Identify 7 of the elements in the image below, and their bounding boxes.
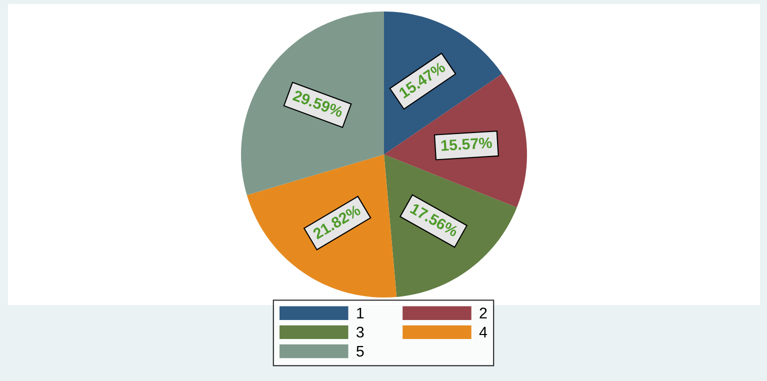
legend-label: 2 [480, 308, 487, 318]
pie-slice [241, 12, 384, 196]
legend-label: 3 [356, 326, 364, 338]
data-label: 15.57% [441, 137, 492, 152]
legend-label: 5 [356, 346, 364, 357]
legend-label: 4 [479, 326, 488, 338]
legend-label: 1 [357, 308, 364, 318]
